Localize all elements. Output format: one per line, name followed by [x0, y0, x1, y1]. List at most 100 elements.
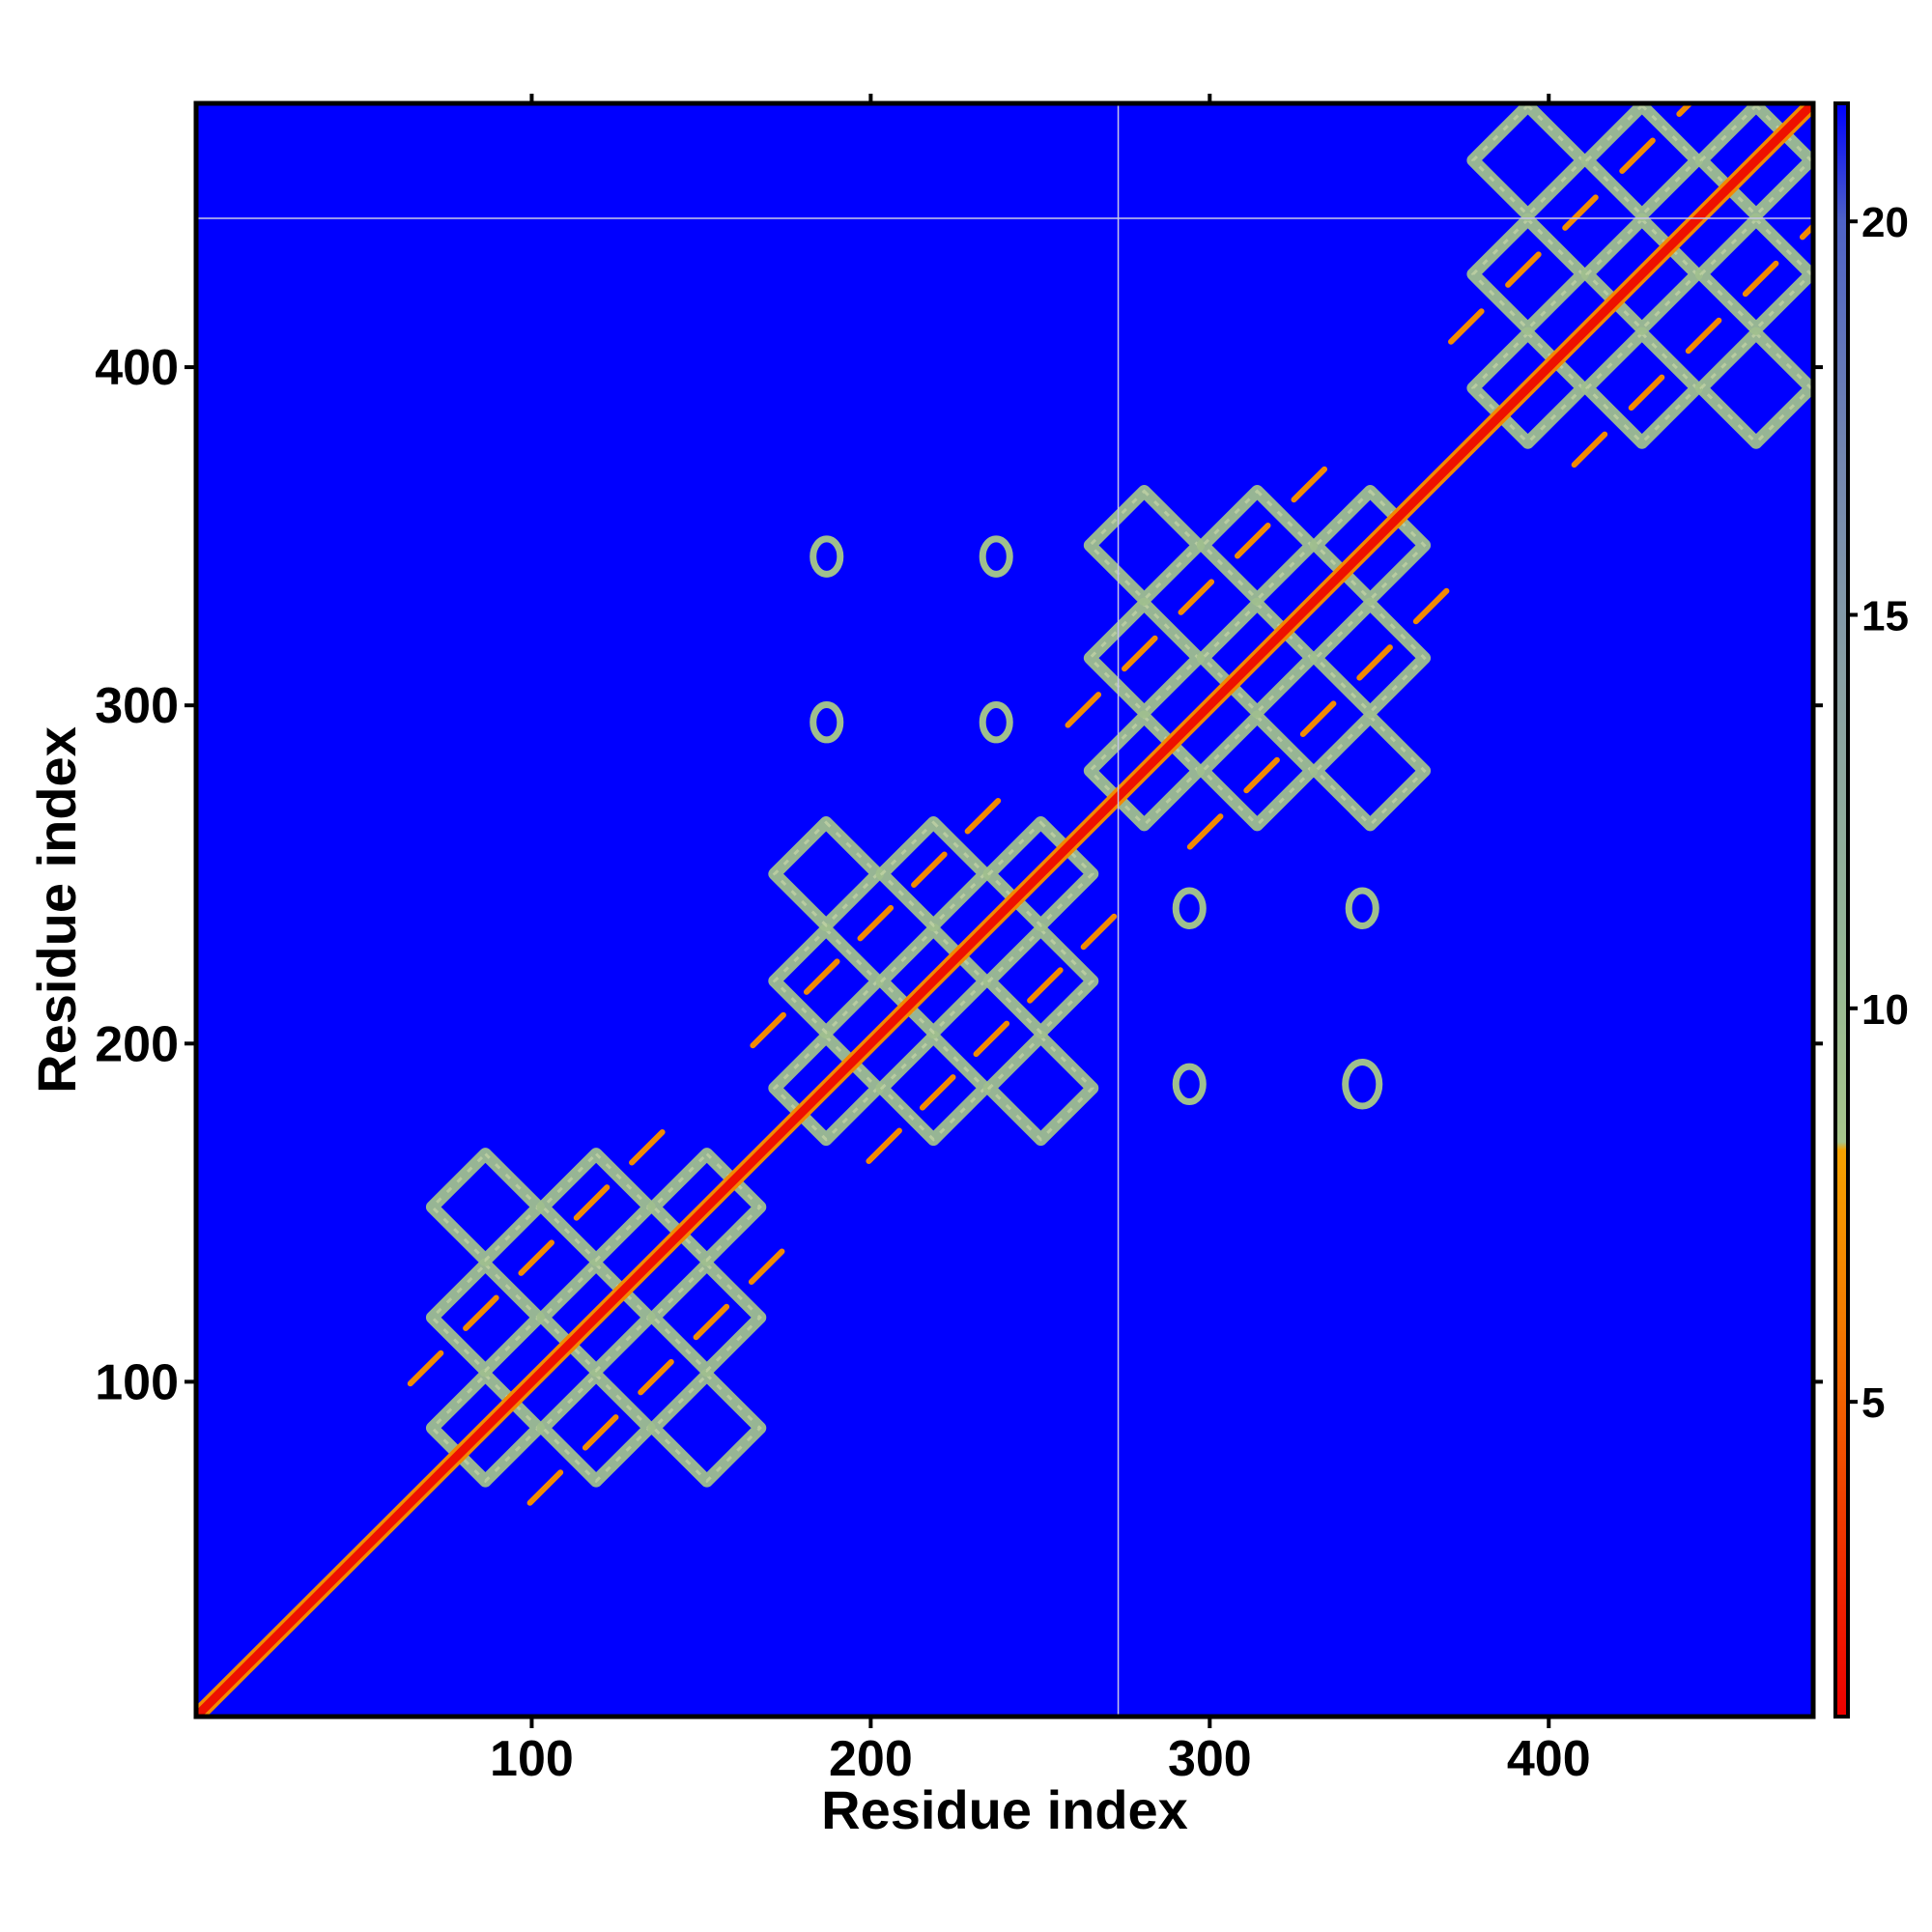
- strong-contact: [1356, 644, 1393, 681]
- contact-ring-core: [772, 1035, 880, 1142]
- off-diagonal-contact: [810, 700, 844, 744]
- contact-ring: [1580, 327, 1703, 449]
- diagonal-band: [196, 103, 1813, 1717]
- contact-ring: [1580, 213, 1703, 335]
- contact-ring: [1309, 597, 1432, 719]
- off-diagonal-contact: [1172, 1063, 1207, 1106]
- contact-ring-core: [540, 1151, 652, 1263]
- strong-contact: [573, 1184, 611, 1221]
- off-diagonal-contact: [1345, 887, 1379, 929]
- contact-ring: [1083, 484, 1206, 606]
- colorbar-frame: [1833, 101, 1850, 1719]
- strong-contact: [526, 1469, 564, 1506]
- contact-ring: [1694, 213, 1813, 335]
- strong-contact: [973, 1020, 1010, 1058]
- strong-contact: [857, 904, 895, 942]
- strong-contact: [629, 1128, 666, 1166]
- contact-ring-core: [540, 1262, 652, 1373]
- contact-ring: [1309, 484, 1432, 606]
- contact-ring-core: [772, 820, 880, 927]
- off-diagonal-contact: [1172, 887, 1207, 929]
- colorbar-ticks: 5 10 15 20: [1848, 199, 1909, 1427]
- colorbar-tick-label: 5: [1861, 1379, 1885, 1427]
- strong-contact: [866, 1127, 902, 1165]
- x-tick-label: 200: [829, 1731, 913, 1787]
- contact-ring: [1309, 710, 1432, 832]
- contact-ring-core: [772, 927, 880, 1035]
- off-diagonal-contact: [810, 535, 844, 578]
- contact-ring-core: [430, 1151, 541, 1263]
- x-tick-label: 400: [1507, 1731, 1591, 1787]
- contact-ring-core: [651, 1151, 762, 1263]
- strong-contact: [919, 1074, 956, 1111]
- contact-ring: [1466, 213, 1589, 335]
- contact-ring-core: [430, 1373, 541, 1484]
- strong-contact: [1619, 137, 1656, 174]
- contact-ring-core: [986, 820, 1094, 927]
- contact-ring-core: [986, 1035, 1094, 1142]
- strong-contact: [582, 1414, 619, 1451]
- strong-contact: [1243, 756, 1280, 794]
- contact-ring: [1196, 597, 1319, 719]
- strong-contact: [1799, 222, 1813, 241]
- strong-contact: [1178, 579, 1215, 615]
- domain-block-3: [1065, 466, 1450, 850]
- strong-contact: [1291, 466, 1328, 503]
- domain-block-1: [407, 1128, 785, 1506]
- strong-contact: [1562, 194, 1599, 231]
- strong-contact: [1676, 103, 1694, 118]
- strong-contact: [693, 1303, 730, 1341]
- contact-ring: [1083, 597, 1206, 719]
- strong-contact: [407, 1350, 444, 1387]
- off-diagonal-contact: [1342, 1059, 1383, 1110]
- strong-contact: [964, 798, 1002, 835]
- strong-contact: [518, 1239, 554, 1276]
- contact-ring-core: [651, 1262, 762, 1373]
- heatmap-plot-area: [193, 100, 1816, 1719]
- x-axis-label: Residue index: [821, 1779, 1188, 1840]
- off-diagonal-contact: [979, 535, 1013, 578]
- contact-ring-core: [879, 927, 987, 1035]
- plot-frame: [193, 100, 1816, 1719]
- strong-contact: [463, 1294, 499, 1332]
- contact-ring-core: [879, 820, 987, 927]
- contact-ring: [1466, 103, 1589, 222]
- strong-contact: [1685, 317, 1722, 355]
- contact-ring-core: [430, 1262, 541, 1373]
- strong-contact: [750, 1011, 786, 1049]
- strong-contact: [1412, 587, 1450, 625]
- heatmap-cells: [196, 103, 1813, 1717]
- contact-ring-core: [651, 1373, 762, 1484]
- strong-contact: [1027, 967, 1064, 1004]
- x-tick-label: 100: [490, 1731, 574, 1787]
- strong-contact: [1065, 692, 1102, 728]
- domain-block-4: [1448, 103, 1813, 469]
- colorbar-tick-label: 20: [1861, 199, 1909, 246]
- strong-contact: [638, 1358, 674, 1396]
- y-tick-label: 200: [95, 1016, 179, 1072]
- strong-contact: [1299, 700, 1337, 737]
- contact-ring-core: [986, 927, 1094, 1035]
- y-axis-label: Residue index: [26, 726, 87, 1094]
- colorbar: 5 10 15 20: [1833, 101, 1909, 1719]
- x-axis: 100 200 300 400: [490, 94, 1591, 1787]
- y-tick-label: 400: [95, 340, 179, 396]
- strong-contact: [1742, 260, 1779, 298]
- strong-contact: [1571, 431, 1608, 469]
- contact-ring: [1694, 327, 1813, 449]
- off-diagonal-contact: [979, 700, 1013, 744]
- y-tick-label: 100: [95, 1354, 179, 1410]
- strong-contact: [748, 1248, 785, 1286]
- contact-ring: [1694, 103, 1813, 222]
- strong-contact: [803, 958, 840, 995]
- contact-ring: [1466, 327, 1589, 449]
- y-axis: 100 200 300 400: [95, 340, 1823, 1410]
- strong-contact: [1122, 635, 1158, 672]
- contact-ring: [1083, 710, 1206, 832]
- contact-ring-core: [879, 1035, 987, 1142]
- colorbar-tick-label: 15: [1861, 593, 1909, 640]
- colorbar-tick-label: 10: [1861, 986, 1909, 1034]
- strong-contact: [1505, 251, 1542, 288]
- contact-ring: [1196, 484, 1319, 606]
